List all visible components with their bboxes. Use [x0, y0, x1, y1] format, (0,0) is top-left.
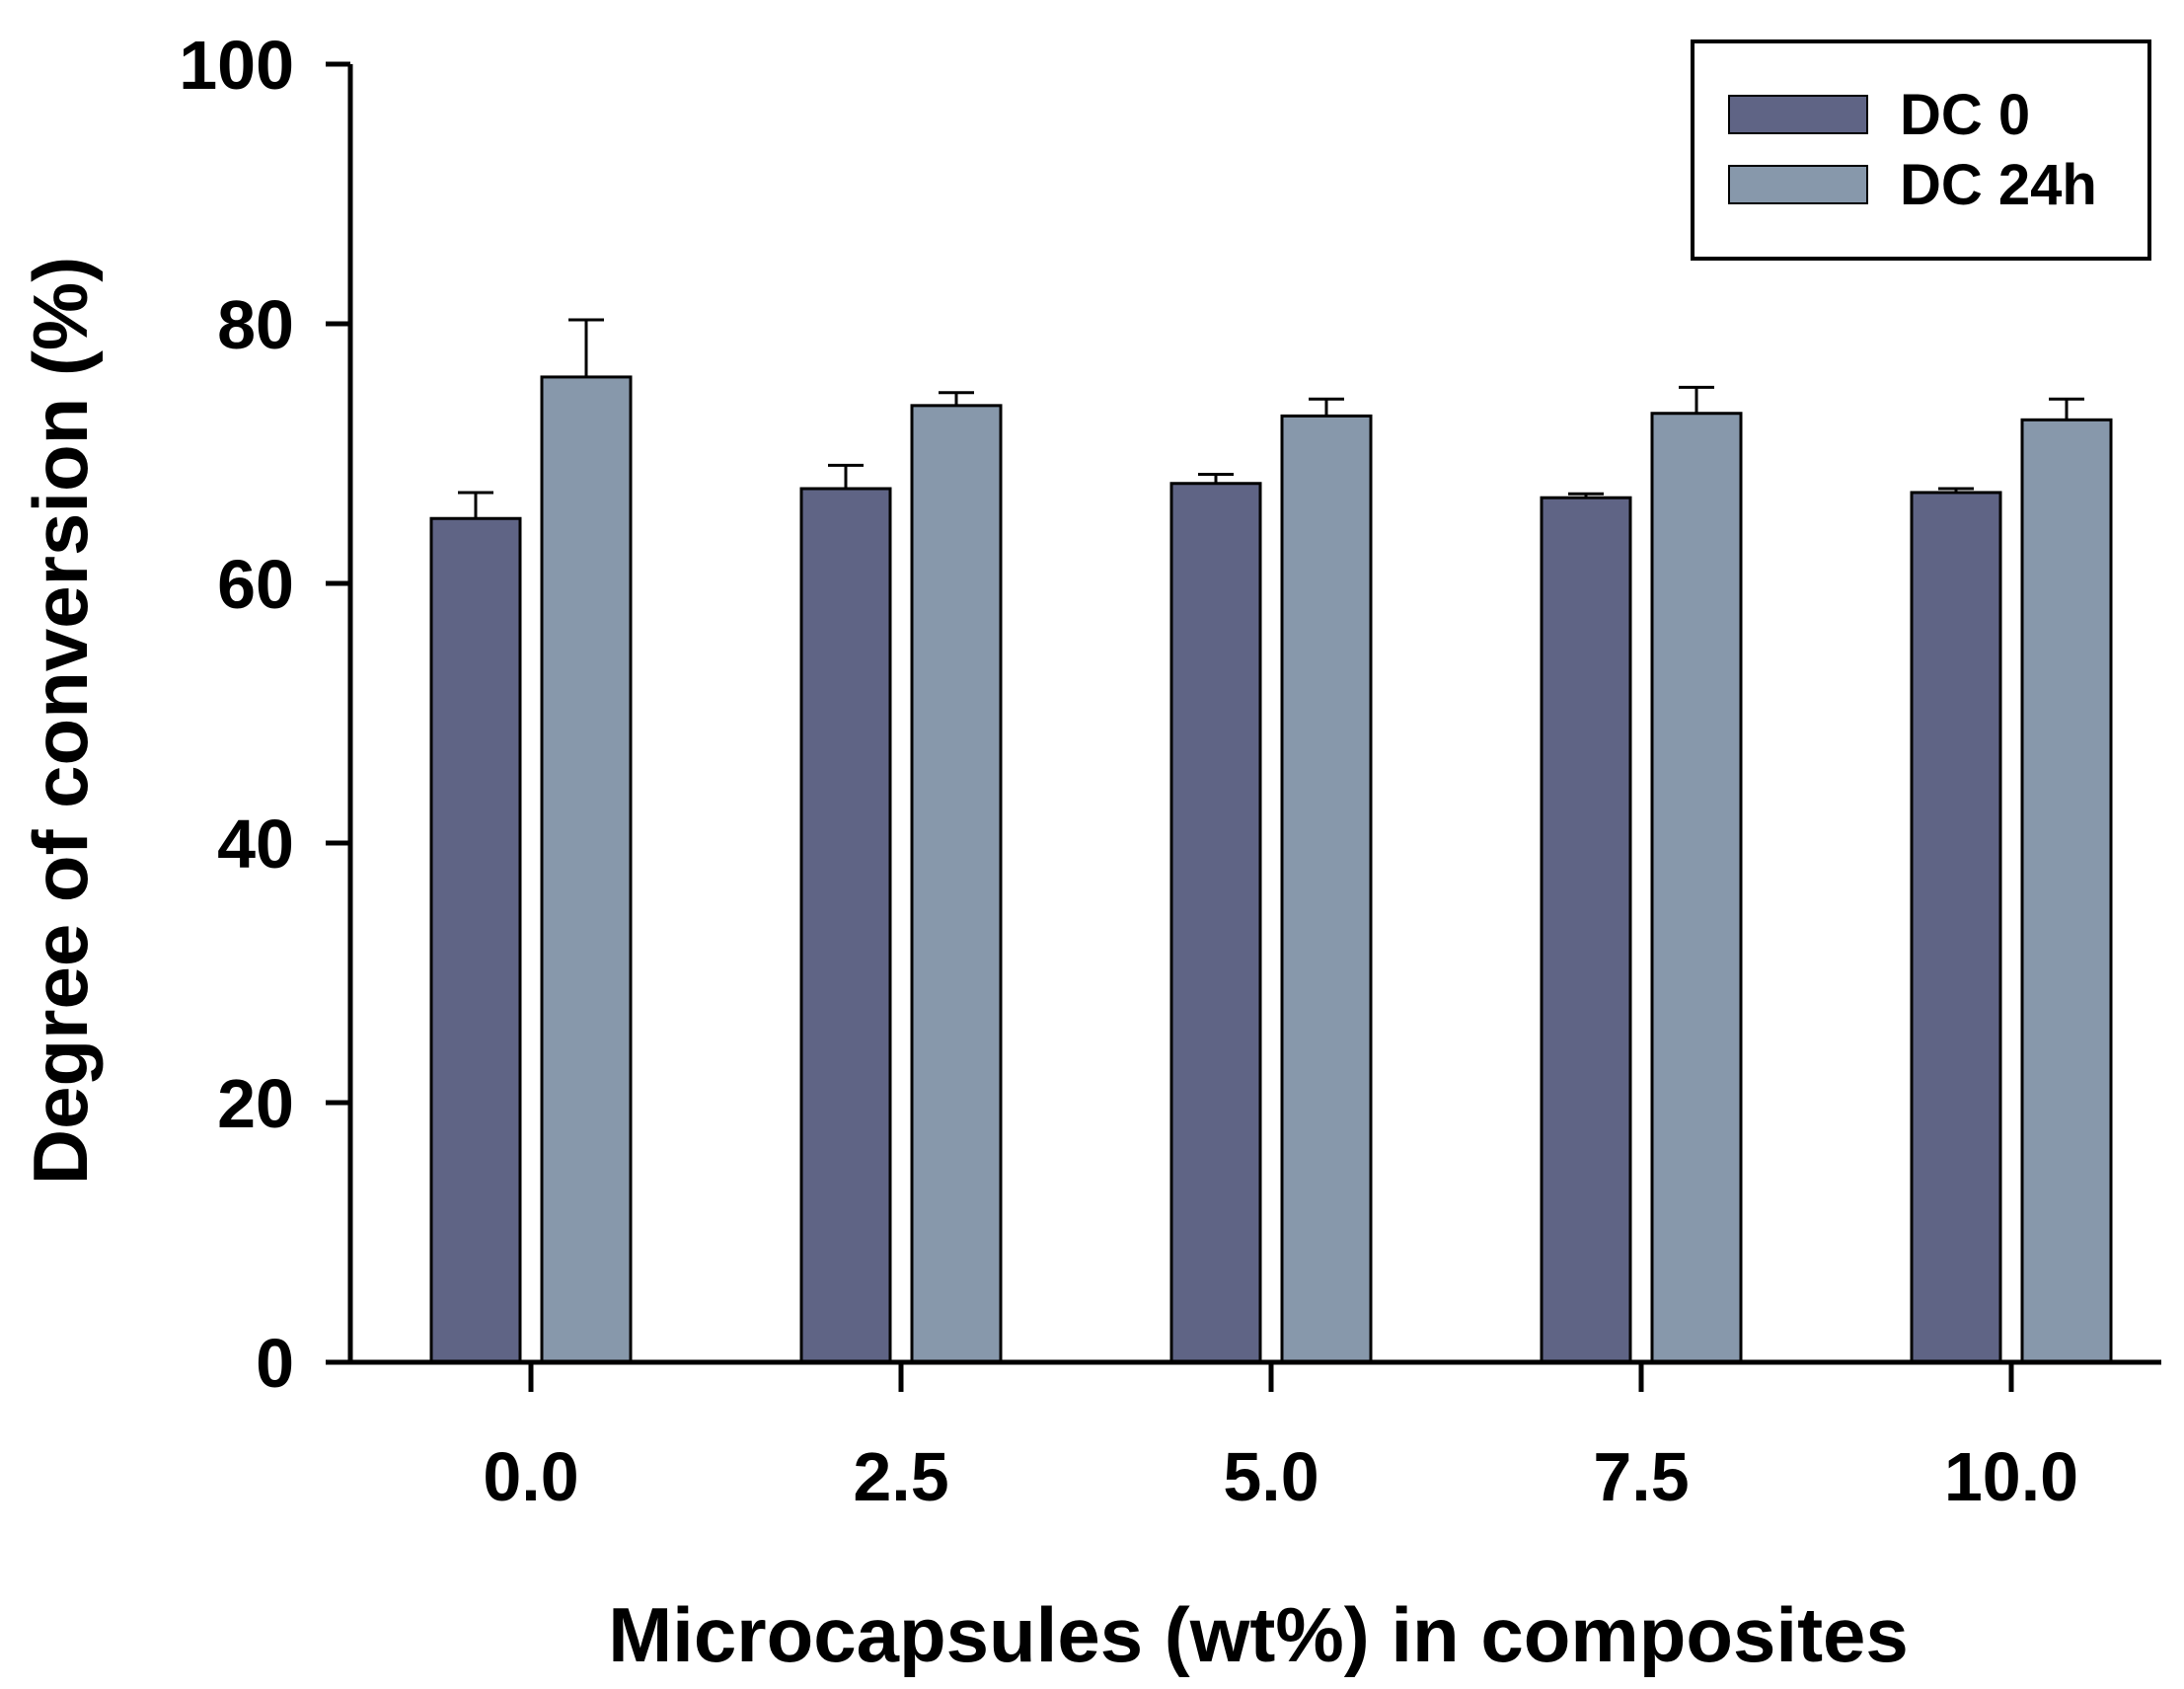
x-tick-label-7.5: 7.5 [1593, 1438, 1689, 1515]
x-tick-label-2.5: 2.5 [853, 1438, 948, 1515]
axes-layer [326, 64, 2161, 1365]
bar-dc24h-2_5 [910, 404, 1003, 1364]
y-axis-title: Degree of conversion (%) [17, 257, 104, 1186]
legend-box [1691, 39, 2151, 261]
legend-label-dc24h: DC 24h [1900, 153, 2097, 217]
y-tick-label-100: 100 [179, 27, 294, 104]
bar-dc0-7_5 [1540, 496, 1632, 1364]
x-axis-title: Microcapsules (wt%) in composites [608, 1591, 1909, 1678]
bar-dc24h-7_5 [1650, 412, 1743, 1364]
bar-dc0-0_0 [429, 516, 522, 1364]
legend-swatch-dc24h [1728, 165, 1868, 204]
bar-dc0-2_5 [799, 487, 892, 1364]
x-tick-label-5.0: 5.0 [1223, 1438, 1318, 1515]
bar-dc24h-5_0 [1280, 414, 1373, 1364]
y-tick-label-40: 40 [217, 806, 294, 883]
y-tick-label-60: 60 [217, 546, 294, 623]
error-bars-layer [458, 318, 2084, 519]
y-tick-label-0: 0 [256, 1325, 294, 1402]
y-tick-label-80: 80 [217, 286, 294, 363]
bar-dc24h-10_0 [2020, 418, 2113, 1364]
legend-swatch-dc0 [1728, 95, 1868, 134]
x-tick-label-10.0: 10.0 [1944, 1438, 2078, 1515]
y-tick-label-20: 20 [217, 1065, 294, 1142]
x-ticks-layer: 0.0 2.5 5.0 7.5 10.0 [483, 1362, 2078, 1515]
bar-dc0-10_0 [1910, 491, 2002, 1364]
legend-label-dc0: DC 0 [1900, 83, 2030, 147]
y-ticks-layer: 0 20 40 60 80 100 [179, 27, 350, 1402]
bar-dc0-5_0 [1169, 482, 1262, 1364]
bars-layer [429, 375, 2113, 1364]
x-tick-label-0.0: 0.0 [483, 1438, 578, 1515]
bar-dc24h-0_0 [540, 375, 633, 1364]
legend: DC 0 DC 24h [1691, 39, 2151, 261]
